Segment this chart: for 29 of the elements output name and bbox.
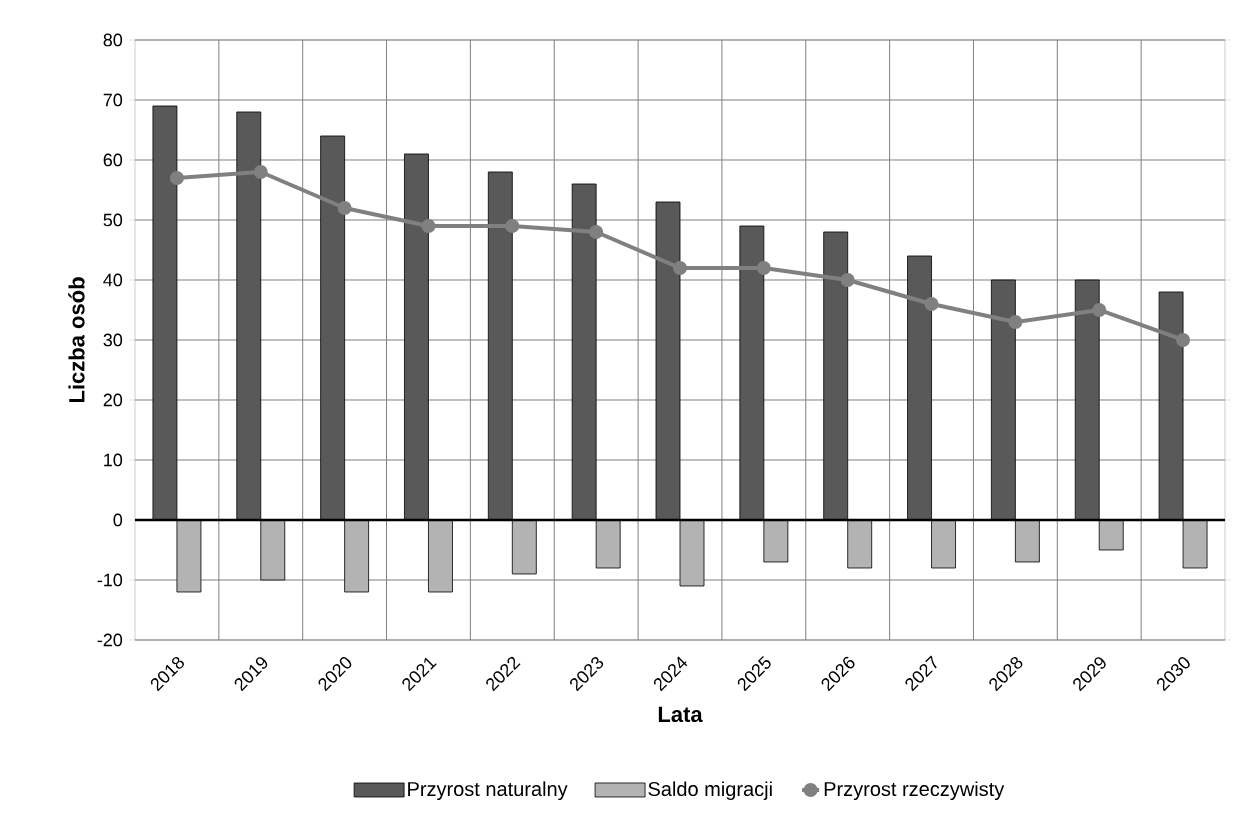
point xyxy=(756,260,771,275)
y-tick-label: 20 xyxy=(103,393,123,407)
y-tick-label: 40 xyxy=(103,273,123,287)
point xyxy=(1092,302,1107,317)
y-axis-title: Liczba osób xyxy=(68,277,85,403)
y-tick-label: 80 xyxy=(103,33,123,47)
y-tick-label: 50 xyxy=(103,213,123,227)
x-axis-title: Lata xyxy=(658,706,703,723)
legend-label: Przyrost rzeczywisty xyxy=(824,781,1005,801)
point xyxy=(673,260,687,275)
point xyxy=(924,296,939,311)
point xyxy=(1176,332,1191,347)
legend-label: Saldo migracji xyxy=(648,781,772,801)
point xyxy=(589,224,604,239)
point xyxy=(840,272,855,287)
y-tick-label: 60 xyxy=(103,153,123,167)
point xyxy=(169,170,184,185)
y-tick-label: 30 xyxy=(103,333,123,347)
point xyxy=(337,200,352,215)
y-tick-label: -10 xyxy=(97,573,123,587)
point xyxy=(421,218,436,233)
y-tick-label: 70 xyxy=(103,93,123,107)
y-tick-label: 0 xyxy=(113,513,123,527)
point xyxy=(253,164,268,179)
y-tick-label: -20 xyxy=(97,633,123,647)
legend-label: Przyrost naturalny xyxy=(408,781,568,801)
point xyxy=(1008,314,1023,329)
y-tick-label: 10 xyxy=(104,453,123,467)
point xyxy=(505,218,520,233)
